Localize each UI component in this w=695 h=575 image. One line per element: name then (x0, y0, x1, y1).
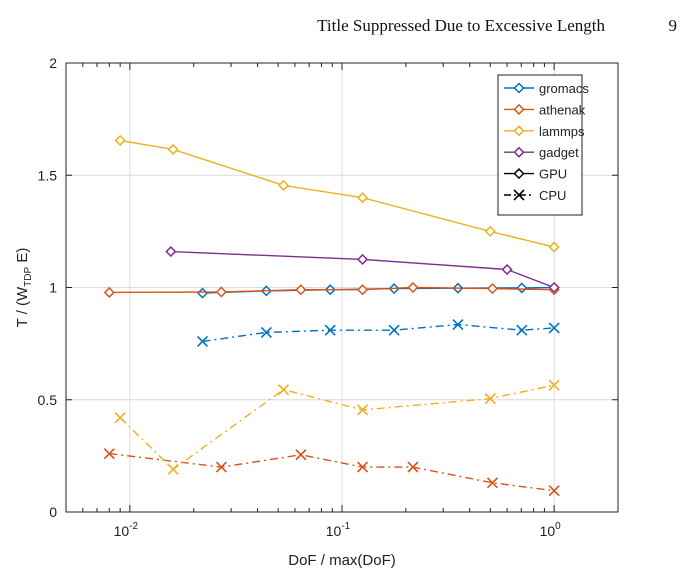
data-point (295, 284, 307, 296)
legend-label: CPU (539, 188, 566, 203)
data-point (356, 461, 369, 473)
legend-box (497, 74, 583, 216)
data-point (260, 326, 272, 338)
legend-item-gadget: gadget (504, 145, 579, 160)
legend-label: gromacs (539, 81, 589, 96)
data-point (484, 393, 496, 405)
y-tick-label: 1 (49, 280, 57, 296)
data-point (516, 282, 528, 294)
x-tick-label: 100 (540, 521, 562, 539)
data-point (167, 143, 179, 155)
y-tick-label: 2 (49, 55, 57, 71)
series-lammps-gpu (114, 134, 560, 253)
series-line (120, 139, 555, 248)
x-axis-label: DoF / max(DoF) (288, 552, 396, 569)
legend-marker (513, 189, 525, 201)
data-point (548, 281, 560, 294)
data-point (103, 448, 115, 460)
data-point (407, 461, 419, 473)
y-axis-label-post: E) (14, 248, 31, 267)
series-athenak-gpu (103, 281, 560, 298)
data-point (114, 412, 126, 424)
data-point (484, 225, 496, 237)
data-point (501, 263, 513, 276)
y-axis-label-pre: T / (W (14, 286, 31, 327)
data-point (167, 463, 179, 475)
legend-marker (513, 168, 525, 180)
legend-item-cpu: CPU (504, 188, 566, 203)
series-gromacs-cpu (196, 318, 560, 347)
data-point (103, 286, 115, 298)
series-gadget-gpu (165, 246, 560, 294)
x-tick-label: 10-2 (114, 521, 139, 539)
data-point (114, 134, 126, 147)
data-point (356, 192, 369, 204)
legend-label: lammps (539, 124, 585, 139)
legend-item-athenak: athenak (504, 102, 586, 117)
data-point (486, 283, 499, 295)
y-tick-label: 1.5 (38, 167, 58, 183)
data-point (548, 241, 560, 253)
data-point (356, 253, 369, 265)
legend: gromacs athenak lammps gadget GPU CPU (497, 74, 589, 216)
data-point (486, 477, 499, 489)
data-point (324, 324, 336, 336)
series-lammps-cpu (114, 379, 560, 475)
data-point (548, 322, 560, 334)
legend-marker (513, 103, 525, 115)
page-header: Title Suppressed Due to Excessive Length… (0, 0, 695, 60)
series-gromacs-gpu (196, 281, 560, 299)
legend-item-gpu: GPU (504, 167, 567, 182)
series-athenak-cpu (103, 448, 560, 497)
legend-item-gromacs: gromacs (504, 81, 589, 96)
data-point (356, 404, 369, 416)
data-point (548, 485, 560, 497)
series-group (103, 134, 560, 497)
data-point (215, 461, 227, 473)
y-axis-label: T / (WTDP E) (14, 248, 34, 328)
page-number: 9 (668, 16, 678, 35)
data-point (516, 324, 528, 336)
running-title: Title Suppressed Due to Excessive Length (317, 16, 605, 35)
y-tick-label: 0 (49, 504, 57, 520)
legend-label: GPU (539, 167, 567, 182)
series-line (119, 384, 555, 471)
data-point (196, 335, 209, 347)
data-point (295, 449, 307, 461)
legend-marker (513, 146, 525, 158)
data-point (548, 379, 560, 391)
y-axis-label-sub: TDP (23, 266, 34, 286)
legend-marker (513, 82, 525, 94)
series-line (202, 323, 555, 343)
data-point (356, 284, 369, 296)
legend-item-lammps: lammps (504, 124, 585, 139)
legend-label: gadget (539, 145, 579, 160)
legend-label: athenak (539, 102, 586, 117)
legend-marker (513, 125, 525, 137)
x-tick-label: 10-1 (326, 521, 351, 539)
series-line (170, 250, 555, 289)
data-point (277, 384, 290, 396)
data-point (165, 246, 177, 258)
data-point (277, 179, 290, 191)
data-point (388, 324, 400, 336)
data-point (407, 281, 419, 294)
axis-ticks: 0 0.5 1 1.5 2 10-2 10-1 100 (38, 55, 618, 539)
data-point (196, 287, 209, 299)
data-point (215, 286, 227, 298)
y-tick-label: 0.5 (38, 392, 58, 408)
data-point (452, 318, 464, 331)
